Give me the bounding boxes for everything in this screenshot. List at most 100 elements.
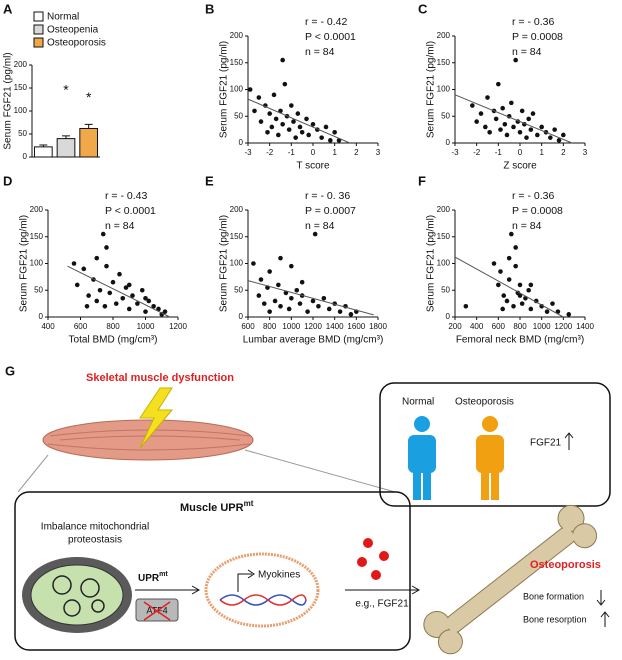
point: [282, 81, 288, 87]
point: [123, 285, 129, 290]
stat: P = 0.0007: [305, 205, 356, 217]
error-bar: [39, 144, 48, 147]
point: [556, 138, 562, 143]
point: [504, 298, 510, 304]
y-axis-label: Serum FGF21 (pg/ml): [19, 215, 30, 312]
point: [511, 124, 516, 130]
point: [470, 103, 475, 108]
point: [539, 124, 544, 130]
point: [323, 124, 329, 130]
y-tick-label: 150: [230, 58, 244, 67]
point: [506, 255, 512, 261]
stat: r = - 0.43: [105, 190, 147, 202]
point: [110, 279, 116, 285]
aggregates: [52, 575, 105, 617]
trendline: [454, 256, 564, 318]
arrow: [135, 585, 201, 595]
point: [267, 309, 272, 314]
y-tick-label: 200: [230, 31, 244, 40]
mitochondrion-inner: [30, 564, 124, 626]
x-tick-label: -2: [266, 148, 274, 157]
connector: [17, 454, 49, 493]
x-tick-label: 1200: [304, 322, 322, 331]
point: [289, 103, 294, 108]
x-tick-label: 800: [513, 322, 527, 331]
y-tick-label: 100: [230, 259, 244, 268]
x-axis-label: T score: [296, 161, 330, 172]
legend-label: Normal: [47, 12, 79, 23]
x-tick-label: -2: [473, 148, 481, 157]
point: [143, 309, 148, 314]
point: [548, 135, 553, 140]
point: [146, 298, 152, 304]
point: [530, 111, 536, 116]
panel-letter: F: [418, 173, 426, 188]
y-tick-label: 0: [39, 312, 44, 321]
point: [267, 269, 272, 274]
point: [135, 301, 140, 306]
y-tick-label: 150: [30, 232, 44, 241]
point: [272, 298, 278, 304]
stat: P < 0.0001: [105, 205, 156, 217]
bar: [56, 138, 76, 158]
y-tick-label: 100: [30, 259, 44, 268]
point: [463, 304, 469, 309]
y-tick-label: 200: [437, 205, 451, 214]
panel-letter: B: [205, 1, 214, 16]
upr-label: UPRmt: [138, 571, 168, 584]
point: [535, 132, 540, 138]
down-arrow: [596, 590, 606, 606]
y-tick-label: 200: [437, 31, 451, 40]
point: [271, 92, 277, 98]
point: [550, 301, 555, 306]
point: [84, 304, 90, 309]
point: [524, 135, 529, 140]
trendline: [454, 94, 573, 144]
stat: n = 84: [305, 46, 335, 58]
point: [491, 261, 497, 266]
point: [526, 116, 531, 122]
x-tick-label: -1: [495, 148, 503, 157]
point: [517, 130, 523, 135]
upr-text: UPR: [138, 573, 160, 584]
x-tick-label: -3: [244, 148, 252, 157]
person-normal: [408, 416, 436, 500]
panel-letter: E: [205, 173, 214, 188]
point: [493, 116, 499, 122]
point: [258, 277, 264, 282]
point: [247, 87, 253, 92]
point: [289, 295, 294, 301]
x-tick-label: 400: [470, 322, 484, 331]
upr-sup: mt: [159, 571, 168, 578]
y-tick-label: 150: [437, 232, 451, 241]
up-arrow: [600, 611, 610, 627]
significance: *: [86, 89, 92, 105]
point: [513, 263, 518, 269]
point: [273, 116, 279, 122]
point: [269, 124, 275, 130]
point: [326, 306, 332, 312]
point: [278, 255, 283, 261]
point: [265, 130, 270, 135]
point: [478, 111, 484, 116]
point: [276, 282, 281, 288]
y-tick-label: 0: [23, 152, 28, 161]
x-tick-label: -3: [451, 148, 459, 157]
point: [297, 124, 303, 130]
x-tick-label: 1400: [326, 322, 344, 331]
x-tick-label: 1200: [169, 322, 187, 331]
point: [278, 304, 283, 309]
y-tick-label: 100: [437, 259, 451, 268]
label: Myokines: [258, 570, 300, 581]
point: [496, 81, 501, 87]
x-tick-label: 1000: [282, 322, 300, 331]
x-tick-label: 1400: [576, 322, 594, 331]
y-axis-label: Serum FGF21 (pg/ml): [426, 215, 437, 312]
point: [280, 121, 285, 127]
point: [291, 119, 296, 124]
box-title: Muscle UPRmt: [180, 499, 254, 514]
muscle: [42, 419, 254, 461]
point: [286, 306, 292, 312]
label: FGF21: [530, 438, 562, 449]
x-tick-label: -1: [288, 148, 296, 157]
